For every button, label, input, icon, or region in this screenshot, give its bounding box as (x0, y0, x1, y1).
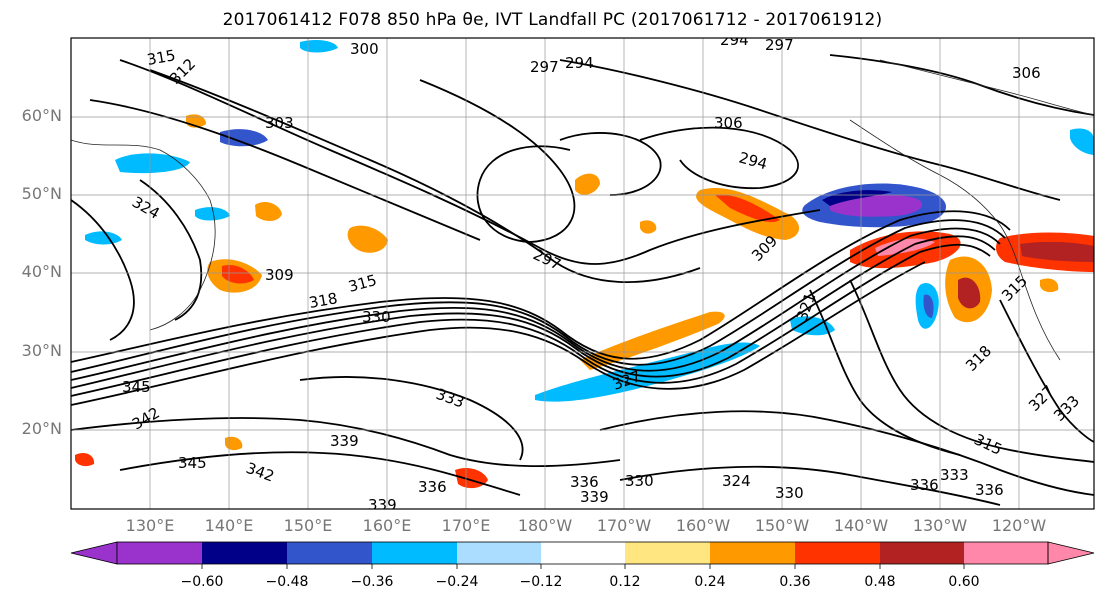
contour-label: 336 (910, 476, 939, 494)
contour-label: 324 (722, 472, 751, 490)
contour-label: 306 (714, 114, 743, 132)
shade-positive-east-core (1020, 241, 1094, 262)
contour-label: 294 (720, 31, 749, 49)
shade-blue-alaska-east (1070, 128, 1094, 155)
contour-label: 345 (122, 378, 151, 396)
contour-label: 318 (308, 289, 339, 312)
lon-label-140e: 140°E (204, 516, 254, 535)
shade-west-blue-2 (85, 231, 122, 245)
contour-label: 297 (530, 58, 559, 76)
colorbar-bin (372, 542, 457, 564)
contour-label: 303 (265, 114, 294, 132)
colorbar (70, 541, 1095, 569)
colorbar-bin (541, 542, 625, 564)
lon-label-160w: 160°W (675, 516, 731, 535)
contour-label: 339 (368, 496, 397, 514)
colorbar-extend-high (1047, 541, 1095, 565)
lat-label-40n: 40°N (21, 262, 62, 281)
colorbar-bin (117, 542, 202, 564)
shade-west-orange-3 (255, 201, 282, 221)
contour-label: 336 (975, 481, 1004, 499)
shade-west-blue-4 (195, 207, 230, 221)
colorbar-bin (625, 542, 710, 564)
map-frame (70, 37, 1095, 510)
colorbar-bin (457, 542, 541, 564)
shade-orange-central-2 (575, 173, 600, 195)
colorbar-tick: −0.48 (265, 574, 309, 590)
lon-label-160e: 160°E (362, 516, 412, 535)
contour-label: 330 (775, 484, 804, 502)
lon-label-120w: 120°W (991, 516, 1047, 535)
colorbar-tick: −0.36 (350, 574, 394, 590)
colorbar-tick: −0.60 (180, 574, 224, 590)
colorbar-tick: −0.12 (519, 574, 563, 590)
contour-label: 294 (565, 54, 594, 72)
shade-orange-east-1 (1040, 278, 1059, 293)
shade-positive-west-coast-core (958, 277, 981, 309)
shade-orange-south-3 (75, 453, 95, 467)
lon-label-150w: 150°W (754, 516, 810, 535)
colorbar-bin (202, 542, 287, 564)
shade-strong-negative-core (830, 194, 923, 217)
lon-label-140w: 140°W (833, 516, 889, 535)
lat-label-60n: 60°N (21, 106, 62, 125)
colorbar-bin (880, 542, 964, 564)
contour-label: 306 (1012, 64, 1041, 82)
colorbar-extend-low (70, 541, 118, 565)
shade-west-orange-1 (347, 225, 388, 253)
shade-subtrop-blue-band (535, 342, 760, 402)
colorbar-tick: 0.60 (948, 574, 980, 590)
shade-west-blue-1 (115, 153, 190, 174)
contour-label: 309 (265, 266, 294, 284)
map-title: 2017061412 F078 850 hPa θe, IVT Landfall… (222, 10, 883, 30)
colorbar-tick: −0.24 (435, 574, 479, 590)
coastlines (71, 59, 1094, 361)
lon-label-150e: 150°E (283, 516, 333, 535)
lon-label-180w: 180°W (517, 516, 573, 535)
colorbar-bin (795, 542, 880, 564)
shade-navy-ring (822, 190, 892, 206)
contour-label: 297 (765, 36, 794, 54)
colorbar-bin (710, 542, 795, 564)
shade-orange-central (640, 220, 657, 234)
shade-west-blue-3 (220, 129, 268, 147)
lat-label-50n: 50°N (21, 184, 62, 203)
lat-label-30n: 30°N (21, 341, 62, 360)
shade-positive-band-a-core (715, 194, 780, 223)
shade-subtrop-orange (580, 311, 725, 370)
lon-label-130w: 130°W (912, 516, 968, 535)
contour-label: 336 (570, 473, 599, 491)
colorbar-tick: 0.24 (694, 574, 726, 590)
colorbar-tick: 0.36 (779, 574, 811, 590)
contour-label: 333 (940, 466, 969, 484)
contour-label: 336 (418, 478, 447, 496)
contour-label: 330 (625, 472, 654, 490)
contour-label: 339 (580, 488, 609, 506)
colorbar-bin (287, 542, 372, 564)
colorbar-bin (964, 542, 1048, 564)
contour-label: 300 (350, 40, 379, 58)
shade-west-orange-2-core (222, 264, 254, 284)
contour-label: 315 (146, 46, 177, 69)
lon-label-170e: 170°E (441, 516, 491, 535)
lon-label-170w: 170°W (596, 516, 652, 535)
colorbar-frame (116, 541, 1049, 565)
colorbar-tick: 0.12 (609, 574, 641, 590)
shade-negative-coast-core (923, 294, 934, 318)
graticule-lines (71, 38, 1094, 509)
shade-blue-top (300, 40, 338, 53)
contour-label: 345 (178, 454, 207, 472)
contour-label: 330 (362, 308, 391, 326)
colorbar-tick: 0.48 (864, 574, 896, 590)
contour-label: 339 (330, 432, 359, 450)
lon-label-130e: 130°E (125, 516, 175, 535)
lat-label-20n: 20°N (21, 419, 62, 438)
